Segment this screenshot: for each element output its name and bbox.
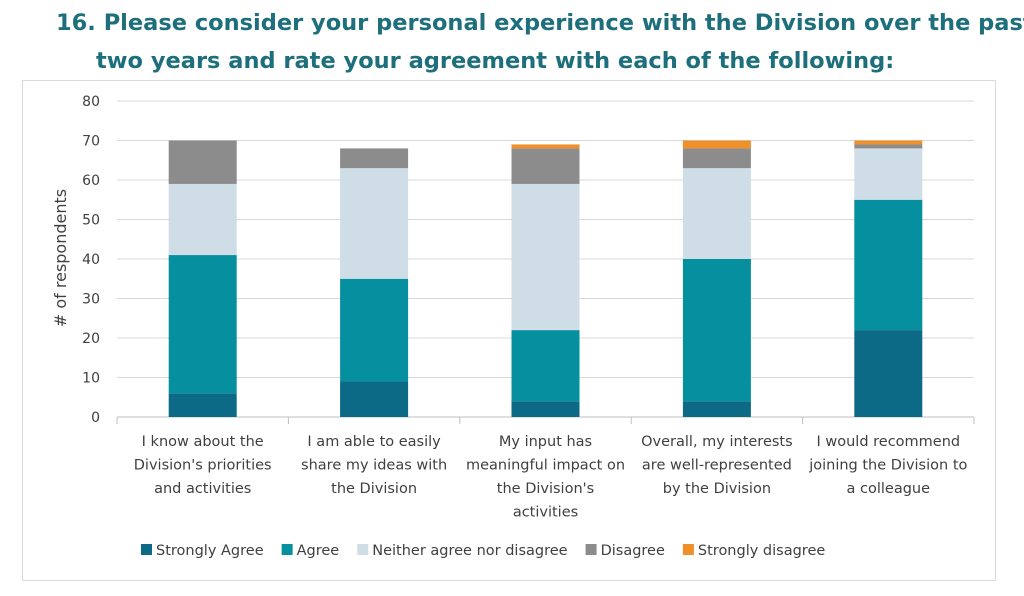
legend-label: Strongly Agree (156, 543, 264, 559)
bar-segment (340, 278, 409, 382)
y-tick-label: 80 (82, 94, 100, 110)
legend-swatch (682, 544, 694, 555)
bar-segment (511, 183, 580, 331)
bar-segment (340, 148, 409, 169)
bar-segment (340, 381, 409, 417)
y-axis-ticks: 0 10 20 30 40 50 60 70 80 (82, 94, 100, 426)
bar-segment (168, 140, 237, 184)
bar-segment (168, 255, 237, 394)
bar-segment (511, 148, 580, 184)
legend-label: Neither agree nor disagree (372, 543, 567, 559)
bar-segment (682, 401, 751, 417)
bar-segment (340, 168, 409, 279)
x-axis-categories: I know about the Division's priorities and… (134, 434, 968, 521)
x-category-label: I am able to easily share my ideas with th… (301, 434, 447, 497)
y-tick-label: 0 (91, 410, 100, 426)
y-tick-label: 20 (82, 331, 100, 347)
bars (168, 140, 923, 417)
y-tick-label: 60 (82, 173, 100, 189)
y-tick-label: 40 (82, 252, 100, 268)
legend-swatch (585, 544, 597, 555)
bar-segment (682, 168, 751, 259)
legend-swatch (141, 544, 152, 555)
chart-title-line-1: 16. Please consider your personal experi… (56, 10, 1024, 36)
bar-segment (168, 393, 237, 417)
bar-segment (854, 144, 923, 149)
y-tick-label: 70 (82, 134, 100, 150)
bar-segment (854, 140, 923, 145)
x-category-label: My input has meaningful impact on the Divi… (466, 434, 625, 521)
chart-title-line-2: two years and rate your agreement with e… (96, 48, 895, 74)
legend-swatch (281, 544, 293, 555)
y-tick-label: 50 (82, 213, 100, 229)
bar-segment (682, 140, 751, 149)
bar-segment (682, 148, 751, 169)
bar-segment (854, 148, 923, 200)
y-tick-label: 30 (82, 292, 100, 308)
legend-swatch (357, 544, 369, 555)
legend-label: Strongly disagree (698, 543, 825, 559)
bar-segment (854, 199, 923, 331)
legend: Strongly Agree Agree Neither agree nor dis… (141, 543, 825, 559)
x-category-label: Overall, my interests are well-represente… (641, 434, 793, 497)
bar-segment (854, 330, 923, 417)
legend-label: Disagree (601, 543, 665, 559)
y-tick-label: 10 (82, 371, 100, 387)
y-axis-label: # of respondents (51, 189, 70, 327)
bar-segment (511, 144, 580, 149)
bar-segment (682, 259, 751, 402)
x-category-label: I would recommend joining the Division to… (808, 434, 967, 497)
x-category-label: I know about the Division's priorities and… (134, 434, 272, 497)
bar-segment (511, 401, 580, 417)
bar-segment (168, 183, 237, 256)
bar-segment (511, 330, 580, 402)
legend-label: Agree (297, 543, 340, 559)
